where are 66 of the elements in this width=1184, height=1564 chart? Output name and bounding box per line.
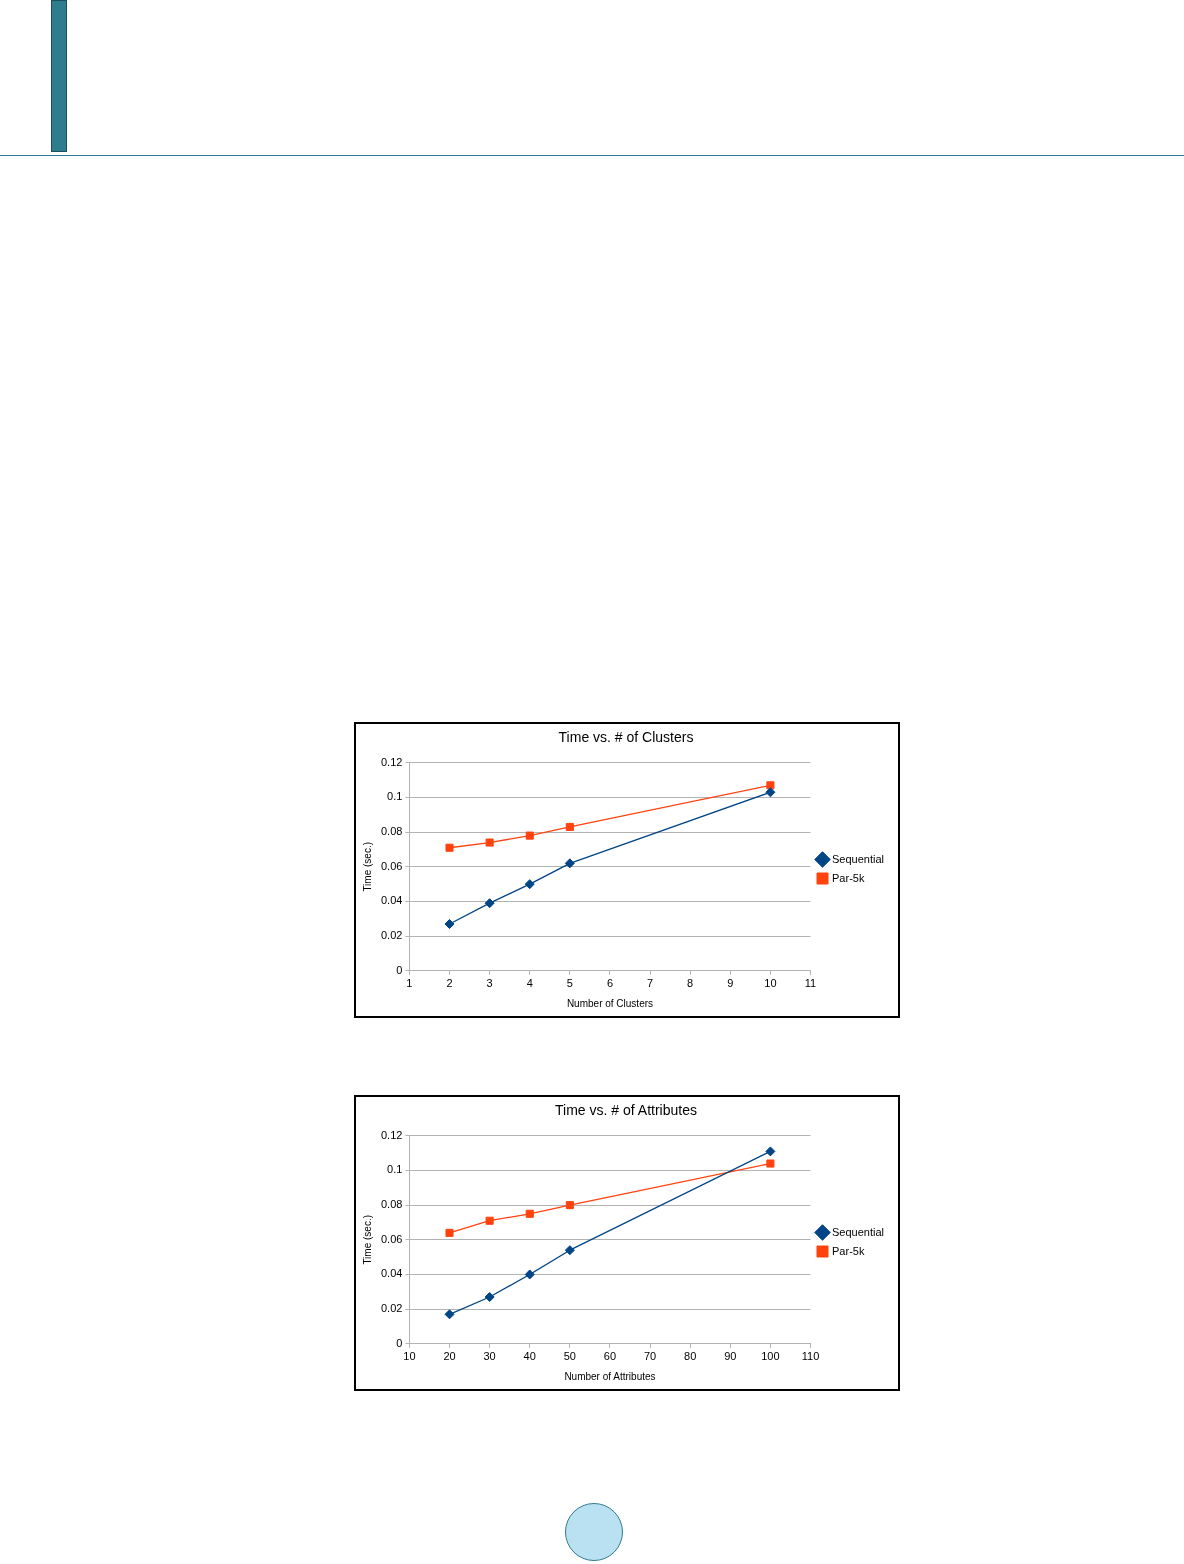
x-tick-label: 80 [684, 1350, 697, 1363]
chart-title: Time vs. # of Clusters [558, 729, 694, 746]
x-tick-label: 11 [804, 977, 817, 990]
x-tick-label: 5 [566, 977, 573, 990]
legend-label: Par-5k [832, 1244, 865, 1257]
point [485, 838, 494, 847]
y-tick-label: 0.12 [380, 1128, 403, 1141]
point [564, 1245, 575, 1256]
point [766, 1159, 775, 1168]
x-tick-label: 100 [761, 1350, 780, 1363]
x-tick-label: 1 [406, 977, 413, 990]
y-tick-label: 0.08 [380, 1198, 403, 1211]
point [525, 1209, 534, 1218]
y-tick-label: 0.08 [380, 825, 403, 838]
point [525, 831, 534, 840]
x-tick-label: 6 [606, 977, 614, 990]
y-tick-label: 0.1 [387, 1163, 403, 1176]
legend-label: Sequential [832, 852, 885, 865]
point [565, 1201, 574, 1210]
point [445, 1228, 454, 1237]
x-tick-label: 20 [443, 1350, 456, 1363]
y-axis-title: Time (sec.) [361, 1214, 373, 1265]
x-tick-label: 60 [603, 1350, 617, 1363]
point [524, 879, 535, 890]
y-tick-label: 0 [396, 963, 403, 976]
x-tick-label: 30 [483, 1350, 496, 1363]
y-tick-label: 0.02 [380, 929, 403, 942]
point [564, 858, 575, 869]
point [445, 843, 454, 852]
x-tick-label: 90 [724, 1350, 737, 1363]
y-tick-label: 0.04 [380, 1267, 403, 1280]
point [765, 787, 776, 798]
y-tick-label: 0.1 [387, 790, 403, 803]
point [444, 1309, 455, 1320]
x-axis-title: Number of Clusters [566, 997, 654, 1009]
y-axis-title: Time (sec.) [361, 841, 373, 892]
point [485, 1216, 494, 1225]
point [565, 822, 574, 831]
x-tick-label: 50 [563, 1350, 576, 1363]
x-tick-label: 8 [687, 977, 694, 990]
legend-label: Par-5k [832, 871, 865, 884]
x-tick-label: 40 [523, 1350, 536, 1363]
point [766, 781, 775, 790]
x-tick-label: 3 [486, 977, 493, 990]
legend-label: Sequential [832, 1225, 885, 1238]
x-tick-label: 10 [764, 977, 777, 990]
x-tick-label: 4 [526, 977, 533, 990]
x-axis-title: Number of Attributes [564, 1370, 656, 1382]
point [484, 898, 495, 909]
point [765, 1146, 776, 1157]
x-tick-label: 70 [643, 1350, 657, 1363]
y-tick-label: 0.04 [380, 894, 403, 907]
x-tick-label: 9 [727, 977, 734, 990]
point [444, 919, 455, 929]
x-tick-label: 2 [446, 977, 453, 990]
y-tick-label: 0.06 [380, 859, 403, 872]
point [524, 1269, 535, 1280]
y-tick-label: 0 [396, 1336, 403, 1349]
y-tick-label: 0.06 [380, 1232, 403, 1245]
x-tick-label: 110 [801, 1350, 820, 1363]
y-tick-label: 0.02 [380, 1302, 403, 1315]
x-tick-label: 7 [647, 977, 654, 990]
y-tick-label: 0.12 [380, 755, 403, 768]
point [484, 1292, 495, 1302]
x-tick-label: 10 [403, 1350, 416, 1363]
chart-title: Time vs. # of Attributes [555, 1102, 697, 1119]
